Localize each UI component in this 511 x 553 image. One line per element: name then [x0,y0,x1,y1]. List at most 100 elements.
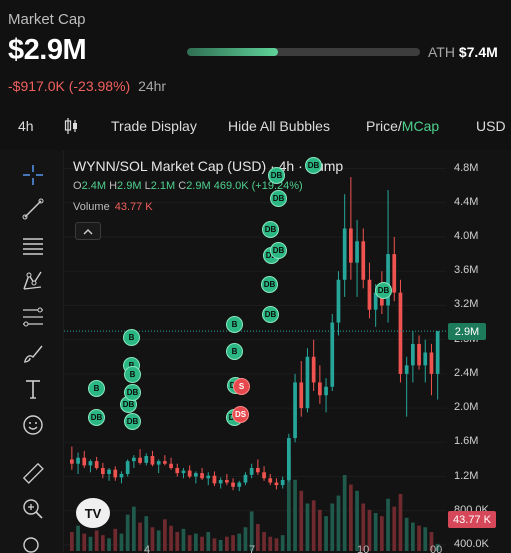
candle-body [144,456,149,463]
zoom-in-icon[interactable] [20,496,46,522]
volume-bar [373,513,378,551]
candle-body [293,382,297,439]
volume-bar [169,525,173,551]
brush-icon[interactable] [20,340,46,366]
buy-bubble[interactable]: DB [375,282,392,299]
open-value: 2.4M [81,180,107,192]
volume-bar [125,514,130,551]
volume-bar [76,525,80,551]
candle-body [107,469,111,474]
candle-body [194,473,198,477]
volume-bar [144,516,149,551]
price-tick: 4.0M [454,230,479,242]
price-tick: 400.0K [454,538,489,550]
change-period: 24hr [138,78,167,94]
ruler-icon[interactable] [20,460,46,486]
candle-body [94,461,99,468]
candle-body [404,365,409,374]
candle-body [119,473,124,478]
market-cap-value: $2.9M [8,34,87,66]
buy-bubble[interactable]: DB [261,276,278,293]
candle-body [132,457,136,462]
candle-body [268,478,273,483]
price-label: Price/ [366,118,402,134]
buy-bubble[interactable]: B [124,366,141,383]
tradingview-logo[interactable]: TV [76,498,110,528]
time-tick: 7 [249,544,256,553]
volume-bar [417,525,421,551]
candle-body [299,382,304,409]
buy-bubble[interactable]: B [226,316,243,333]
candle-body [336,279,341,323]
candle-body [411,343,415,366]
buy-bubble[interactable]: DB [305,157,322,174]
trade-display-button[interactable]: Trade Display [111,118,197,134]
chevron-up-icon [83,228,93,234]
trend-line-icon[interactable] [20,196,46,222]
currency-button[interactable]: USD [476,118,506,134]
price-axis[interactable]: 4.8M4.4M4.0M3.6M3.2M2.8M2.4M2.0M1.6M1.2M… [446,150,511,553]
price-mcap-toggle[interactable]: Price/MCap [366,118,439,134]
buy-bubble[interactable]: DB [124,413,141,430]
candle-body [150,456,155,465]
candle-body [429,352,434,374]
ath-value: $7.4M [458,44,498,60]
volume-bar [392,506,397,551]
volume-bar [138,522,142,551]
candle-body [361,241,366,280]
volume-bar [101,535,105,551]
volume-bar [200,536,204,551]
volume-bar [280,535,285,551]
candlestick-type-icon[interactable] [64,117,78,138]
current-volume-tag: 43.77 K [448,511,496,528]
volume-bar [218,539,223,551]
volume-readout: Volume 43.77 K [73,201,153,213]
candle-body [138,457,142,463]
candle-body [70,459,74,464]
buy-bubble[interactable]: DB [124,384,141,401]
hide-bubbles-button[interactable]: Hide All Bubbles [228,118,330,134]
ath-label: ATH [428,44,455,60]
time-tick: 4 [144,544,151,553]
buy-bubble[interactable]: DB [268,167,285,184]
volume-bar [181,528,186,551]
zoom-out-icon[interactable] [20,534,46,553]
fib-retracement-icon[interactable] [20,304,46,330]
sell-bubble[interactable]: DS [232,406,249,423]
pattern-icon[interactable] [20,268,46,294]
sell-bubble[interactable]: S [233,378,250,395]
buy-bubble[interactable]: B [226,343,243,360]
volume-bar [119,533,124,551]
high-value: 2.9M [117,180,142,192]
volume-bar [132,506,136,551]
buy-bubble[interactable]: B [88,380,105,397]
candle-body [435,331,440,374]
interval-button[interactable]: 4h [18,118,34,134]
buy-bubble[interactable]: DB [270,242,287,259]
low-label: L [144,180,151,192]
horizontal-lines-icon[interactable] [20,232,46,258]
buy-bubble[interactable]: B [123,329,140,346]
candle-body [76,457,80,464]
buy-bubble[interactable]: DB [270,190,287,207]
change-24h: -$917.0K (-23.98%) 24hr [8,78,166,94]
volume-bar [94,530,99,551]
buy-bubble[interactable]: DB [88,409,105,426]
text-icon[interactable] [20,376,46,402]
volume-bar [268,536,273,551]
volume-bar [330,503,335,551]
candle-body [212,475,217,484]
volume-bar [249,511,254,551]
volume-bar [194,533,198,551]
volume-bar [336,495,341,551]
crosshair-icon[interactable] [20,162,46,188]
emoji-icon[interactable] [20,412,46,438]
price-tick: 3.2M [454,298,479,311]
buy-bubble[interactable]: DB [262,221,279,238]
volume-bar [206,532,211,551]
legend-collapse-button[interactable] [75,222,101,240]
volume-bar [225,536,229,551]
candle-body [225,479,229,483]
buy-bubble[interactable]: DB [262,306,279,323]
candle-body [249,468,254,475]
